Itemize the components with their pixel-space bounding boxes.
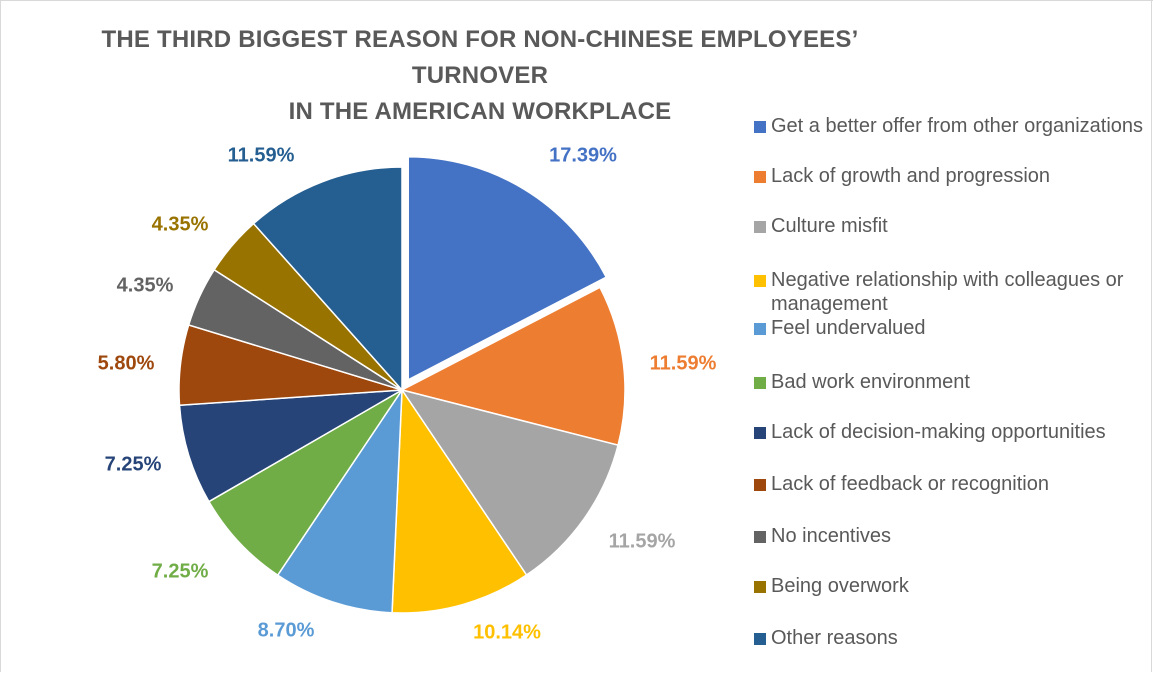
legend-label-10: Being overwork bbox=[771, 575, 909, 597]
chart-title-line-1: THE THIRD BIGGEST REASON FOR NON-CHINESE… bbox=[101, 26, 859, 89]
data-label-6: 7.25% bbox=[152, 560, 209, 582]
data-label-4: 10.14% bbox=[473, 621, 541, 643]
pie-slice-4 bbox=[391, 387, 528, 614]
chart-title-line-2: IN THE AMERICAN WORKPLACE bbox=[288, 98, 672, 125]
legend-item-6: Bad work environment bbox=[754, 370, 1149, 394]
legend-swatch-1 bbox=[754, 121, 766, 133]
legend-label-7: Lack of decision-making opportunities bbox=[771, 421, 1106, 443]
legend-label-1: Get a better offer from other organizati… bbox=[771, 115, 1144, 137]
pie-slice-7 bbox=[178, 389, 403, 503]
legend-label-8: Lack of feedback or recognition bbox=[771, 473, 1049, 495]
legend-swatch-10 bbox=[754, 581, 766, 593]
pie-slice-5 bbox=[276, 387, 403, 614]
pie-slice-1 bbox=[407, 155, 608, 381]
data-label-2: 11.59% bbox=[650, 352, 717, 374]
legend-swatch-4 bbox=[754, 275, 766, 287]
legend-item-3: Culture misfit bbox=[754, 214, 1149, 238]
legend-swatch-9 bbox=[754, 531, 766, 543]
data-label-5: 8.70% bbox=[258, 619, 315, 641]
data-label-10: 4.35% bbox=[152, 213, 209, 235]
data-label-8: 5.80% bbox=[98, 352, 155, 374]
chart-title: THE THIRD BIGGEST REASON FOR NON-CHINESE… bbox=[80, 22, 880, 130]
pie-slice-6 bbox=[207, 389, 403, 577]
pie-slices bbox=[178, 155, 626, 614]
legend-item-2: Lack of growth and progression bbox=[754, 164, 1149, 188]
legend-swatch-8 bbox=[754, 479, 766, 491]
legend-swatch-6 bbox=[754, 377, 766, 389]
legend-label-5: Feel undervalued bbox=[771, 317, 926, 339]
top-border bbox=[0, 0, 1153, 1]
legend-item-8: Lack of feedback or recognition bbox=[754, 472, 1149, 496]
legend-item-10: Being overwork bbox=[754, 574, 1149, 598]
legend-item-9: No incentives bbox=[754, 524, 1149, 548]
legend-swatch-11 bbox=[754, 633, 766, 645]
legend-item-5: Feel undervalued bbox=[754, 316, 1149, 340]
legend-item-7: Lack of decision-making opportunities bbox=[754, 420, 1149, 444]
data-label-3: 11.59% bbox=[609, 530, 676, 552]
legend-label-6: Bad work environment bbox=[771, 371, 970, 393]
data-label-1: 17.39% bbox=[549, 144, 617, 166]
legend-item-4: Negative relationship with colleagues or… bbox=[754, 268, 1149, 316]
legend-label-2: Lack of growth and progression bbox=[771, 165, 1051, 187]
legend-label-11: Other reasons bbox=[771, 627, 898, 649]
pie-slice-2 bbox=[399, 286, 626, 447]
legend-label-4: Negative relationship with colleagues or… bbox=[771, 269, 1124, 315]
pie-data-labels: 17.39% 11.59% 11.59% 10.14% 8.70% 7.25% 7.25% 5… bbox=[98, 144, 717, 643]
pie-slice-11 bbox=[252, 166, 403, 392]
legend-swatch-7 bbox=[754, 427, 766, 439]
legend-swatch-5 bbox=[754, 323, 766, 335]
legend-swatch-2 bbox=[754, 171, 766, 183]
legend-label-3: Culture misfit bbox=[771, 215, 888, 237]
legend-item-1: Get a better offer from other organizati… bbox=[754, 114, 1149, 138]
pie-slice-3 bbox=[400, 388, 619, 577]
data-label-11: 11.59% bbox=[228, 144, 295, 166]
legend-label-9: No incentives bbox=[771, 525, 892, 547]
legend-item-11: Other reasons bbox=[754, 626, 1149, 650]
data-label-7: 7.25% bbox=[105, 453, 162, 475]
legend-swatch-3 bbox=[754, 221, 766, 233]
data-label-9: 4.35% bbox=[117, 274, 174, 296]
